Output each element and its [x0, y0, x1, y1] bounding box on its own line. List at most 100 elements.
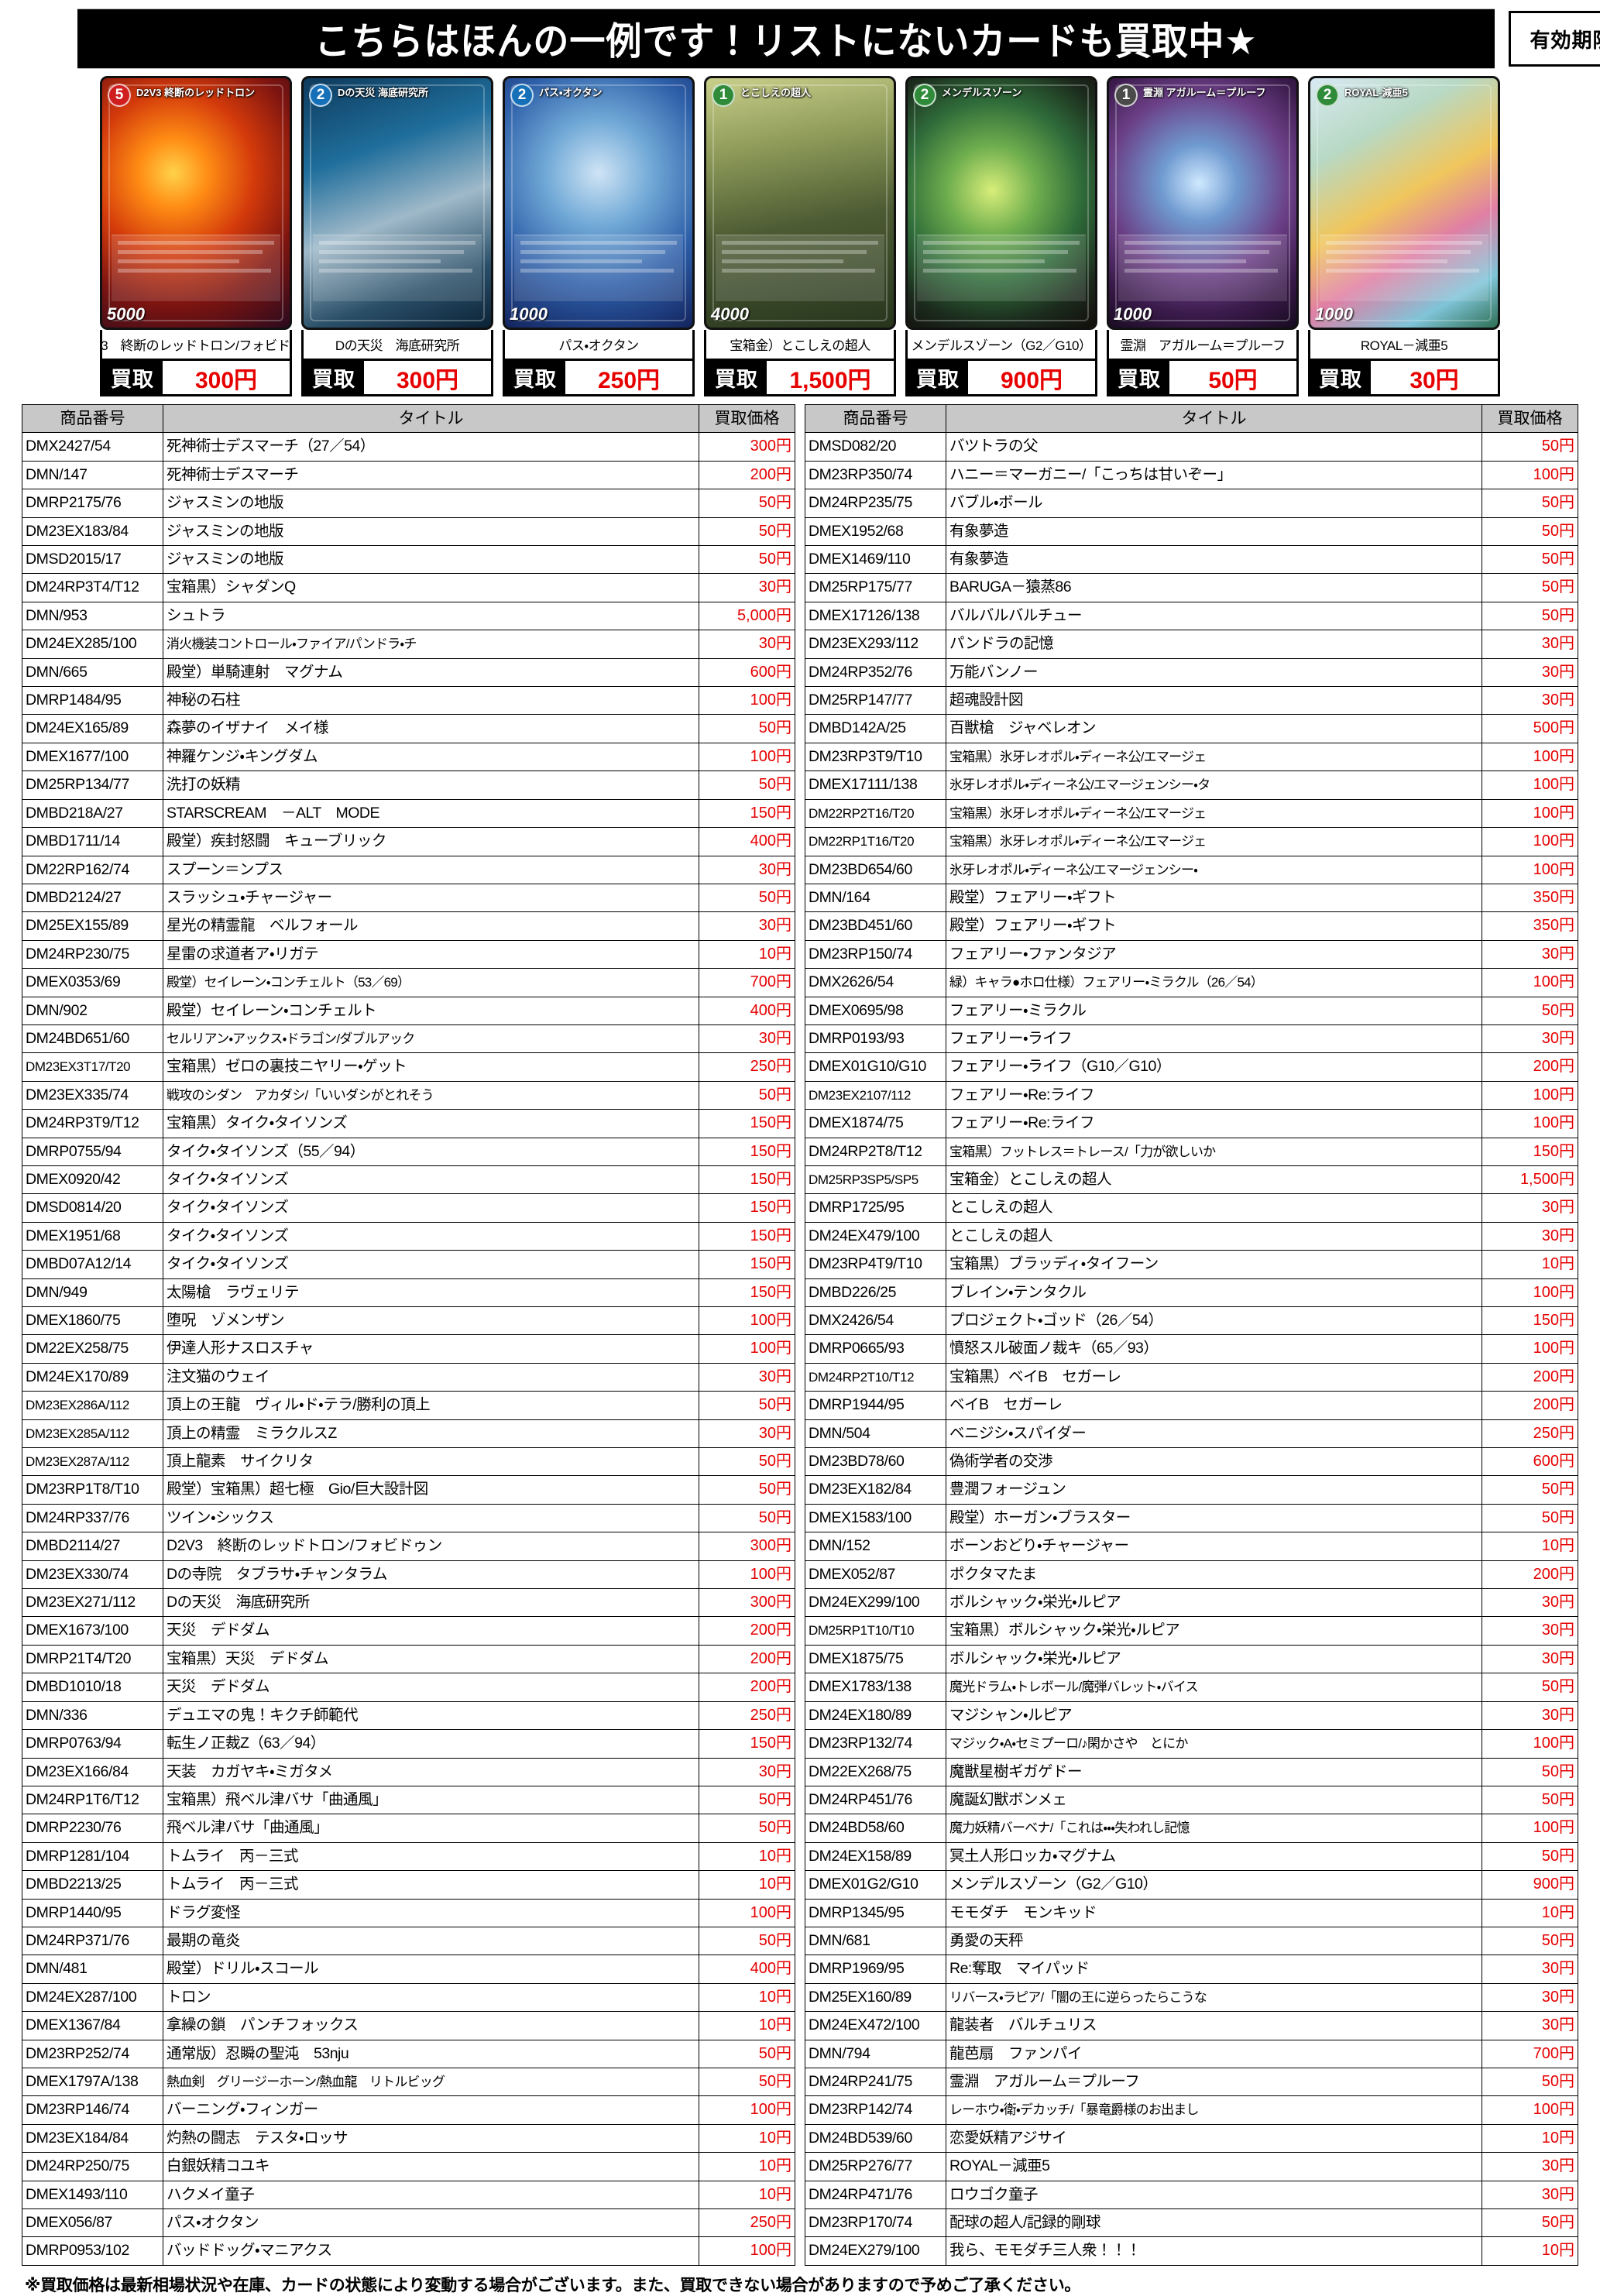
cell-title: トムライ 丙－三式 — [163, 1870, 699, 1900]
card-art-fill — [1109, 78, 1296, 328]
card-text-box — [1320, 235, 1488, 301]
cell-buy-price: 100円 — [1482, 855, 1578, 884]
cell-title: 魔光ドラム・トレボール/魔弾バレット・バイス — [946, 1673, 1482, 1702]
cell-buy-price: 50円 — [699, 883, 795, 913]
table-row: DMRP1944/95 ベイB セガーレ 200円 — [805, 1391, 1578, 1420]
cell-buy-price: 50円 — [1482, 1475, 1578, 1505]
cell-title: 殿堂）セイレーン・コンチェルト（53／69） — [163, 968, 699, 997]
cell-title: 魔誕幻獣ボンメェ — [946, 1785, 1482, 1815]
cell-product-code: DM23EX166/84 — [22, 1757, 163, 1786]
cell-product-code: DMEX0695/98 — [805, 996, 946, 1025]
cell-product-code: DM22EX258/75 — [22, 1334, 163, 1364]
cell-buy-price: 150円 — [699, 1165, 795, 1195]
cell-product-code: DM23EX330/74 — [22, 1560, 163, 1590]
table-row: DMN/949 太陽槍 ラヴェリテ 150円 — [22, 1278, 795, 1308]
cell-product-code: DM24EX299/100 — [805, 1588, 946, 1618]
cell-title: 天災 デドダム — [163, 1616, 699, 1646]
cell-buy-price: 100円 — [1482, 1814, 1578, 1843]
buy-price: 300円 — [163, 361, 290, 394]
cell-product-code: DM22RP162/74 — [22, 855, 163, 884]
cell-title: タイク・タイソンズ — [163, 1165, 699, 1195]
cell-buy-price: 50円 — [699, 489, 795, 518]
buy-label: 買取 — [505, 361, 565, 394]
cell-product-code: DM23RP146/74 — [22, 2095, 163, 2125]
cell-product-code: DMEX056/87 — [22, 2208, 163, 2238]
card-power: 4000 — [711, 304, 749, 324]
cell-product-code: DMBD2213/25 — [22, 1870, 163, 1900]
table-row: DMSD2015/17 ジャスミンの地版 50円 — [22, 545, 795, 575]
table-row: DMN/481 殿堂）ドリル・スコール 400円 — [22, 1955, 795, 1984]
cell-title: バツトラの父 — [946, 432, 1482, 462]
cell-buy-price: 150円 — [1482, 1137, 1578, 1166]
card-power: 5000 — [107, 304, 145, 324]
table-row: DM24RP371/76 最期の竜炎 50円 — [22, 1926, 795, 1956]
cell-buy-price: 100円 — [699, 1898, 795, 1927]
cell-buy-price: 400円 — [699, 827, 795, 856]
cell-product-code: DM24EX180/89 — [805, 1701, 946, 1731]
table-row: DM23RP170/74 配球の超人/記録的剛球 50円 — [805, 2208, 1578, 2238]
cell-buy-price: 350円 — [1482, 911, 1578, 941]
table-row: DM23EX286A/112 頂上の王龍 ヴィル・ド・テラ/勝利の頂上 50円 — [22, 1391, 795, 1420]
table-row: DMBD2124/27 スラッシュ・チャージャー 50円 — [22, 883, 795, 913]
cell-product-code: DM24RP241/75 — [805, 2067, 946, 2097]
cell-title: ドラグ変怪 — [163, 1898, 699, 1927]
cell-title: Re:奪取 マイパッド — [946, 1955, 1482, 1984]
cell-product-code: DM23EX293/112 — [805, 630, 946, 659]
card-title-label: Dの天災 海底研究所 — [301, 330, 493, 361]
cell-title: Dの天災 海底研究所 — [163, 1588, 699, 1618]
cell-title: ジャスミンの地版 — [163, 545, 699, 575]
cell-title: 天装 カガヤキ・ミガタメ — [163, 1757, 699, 1786]
cell-buy-price: 200円 — [1482, 1560, 1578, 1590]
cell-product-code: DM23RP4T9/T10 — [805, 1250, 946, 1279]
promo-banner: こちらはほんの一例です！リストにないカードも買取中★ — [77, 9, 1495, 69]
cell-buy-price: 10円 — [699, 939, 795, 970]
cell-product-code: DMRP2230/76 — [22, 1814, 163, 1843]
card-artwork: 2 メンデルスゾーン — [905, 76, 1097, 330]
cell-buy-price: 300円 — [699, 1532, 795, 1561]
th-code: 商品番号 — [22, 403, 163, 434]
cell-title: 超魂設計図 — [946, 686, 1482, 716]
cell-buy-price: 30円 — [1482, 686, 1578, 716]
table-row: DM23RP4T9/T10 宝箱黒）ブラッディ・タイフーン 10円 — [805, 1250, 1578, 1279]
cell-title: プロジェクト・ゴッド（26／54） — [946, 1306, 1482, 1336]
card-art-name: とこしえの超人 — [740, 87, 812, 98]
table-row: DM22EX258/75 伊達人形ナスロスチャ 100円 — [22, 1334, 795, 1364]
cell-title: STARSCREAM －ALT MODE — [163, 798, 699, 829]
cell-title: 天災 デドダム — [163, 1673, 699, 1702]
table-row: DMEX1493/110 ハクメイ童子 10円 — [22, 2180, 795, 2210]
cell-buy-price: 30円 — [1482, 630, 1578, 659]
cell-title: 死神術士デスマーチ — [163, 460, 699, 490]
cell-buy-price: 30円 — [699, 573, 795, 602]
cell-buy-price: 100円 — [1482, 1080, 1578, 1110]
cell-product-code: DM24EX287/100 — [22, 1982, 163, 2013]
cell-product-code: DMEX1673/100 — [22, 1616, 163, 1646]
table-row: DMEX1797A/138 熱血剣 グリージーホーン/熱血龍 リトルビッグ 50円 — [22, 2067, 795, 2097]
cell-buy-price: 50円 — [1482, 2067, 1578, 2097]
cell-title: 殿堂）宝箱黒）超七極 Gio/巨大設計図 — [163, 1475, 699, 1505]
table-row: DMSD082/20 バツトラの父 50円 — [805, 432, 1578, 462]
cell-buy-price: 50円 — [699, 1926, 795, 1956]
cell-buy-price: 50円 — [699, 1785, 795, 1815]
table-row: DMBD1711/14 殿堂）疾封怒闘 キューブリック 400円 — [22, 827, 795, 856]
cell-product-code: DM23BD78/60 — [805, 1447, 946, 1477]
cell-product-code: DMRP2175/76 — [22, 489, 163, 518]
table-row: DMRP0953/102 バッドドッグ・マニアクス 100円 — [22, 2236, 795, 2266]
cell-title: ベイB セガーレ — [946, 1391, 1482, 1420]
cell-buy-price: 100円 — [1482, 2095, 1578, 2125]
cell-product-code: DM22RP1T16/T20 — [805, 827, 946, 856]
cell-buy-price: 1,500円 — [1482, 1165, 1578, 1195]
cell-buy-price: 100円 — [699, 1560, 795, 1590]
cell-product-code: DM24RP1T6/T12 — [22, 1785, 163, 1815]
th-title: タイトル — [946, 403, 1482, 434]
card-artwork: 1 とこしえの超人 4000 — [704, 76, 896, 330]
cell-buy-price: 100円 — [1482, 770, 1578, 800]
cell-title: 宝箱黒）ベイB セガーレ — [946, 1362, 1482, 1392]
cell-title: 殿堂）疾封怒闘 キューブリック — [163, 827, 699, 856]
cell-product-code: DM23EX182/84 — [805, 1475, 946, 1505]
card-price-row: 買取 300円 — [100, 361, 292, 396]
buy-price: 300円 — [364, 361, 491, 394]
table-row: DM22RP2T16/T20 宝箱黒）氷牙レオポル・ディーネ公/エマージェ 100円 — [805, 798, 1578, 829]
cell-product-code: DM24EX165/89 — [22, 714, 163, 743]
table-row: DM23EX3T17/T20 宝箱黒）ゼロの裏技ニヤリー・ゲット 250円 — [22, 1052, 795, 1082]
cell-buy-price: 50円 — [1482, 1785, 1578, 1815]
